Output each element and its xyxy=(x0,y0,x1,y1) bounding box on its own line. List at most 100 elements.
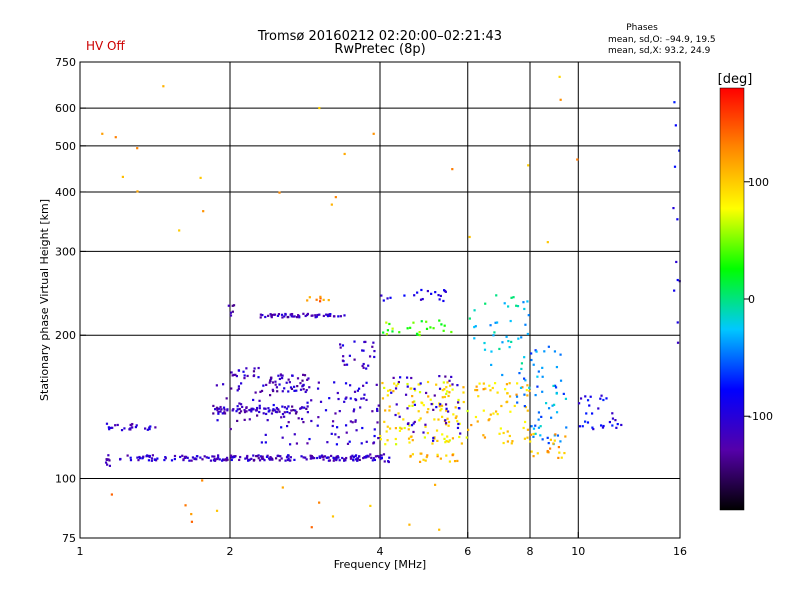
data-point xyxy=(376,421,379,424)
data-point xyxy=(286,458,289,462)
data-point xyxy=(437,418,440,421)
data-point xyxy=(331,515,335,518)
data-point xyxy=(302,373,305,376)
data-point xyxy=(262,412,265,415)
data-point xyxy=(602,398,605,402)
data-point xyxy=(239,403,243,406)
data-point xyxy=(274,410,278,413)
data-point xyxy=(286,316,289,319)
data-point xyxy=(432,439,435,442)
data-point xyxy=(105,458,108,461)
data-point xyxy=(254,391,257,394)
data-point xyxy=(476,388,479,392)
data-point xyxy=(205,456,208,459)
data-point xyxy=(440,404,444,407)
data-point xyxy=(361,426,364,430)
data-point xyxy=(243,410,247,414)
data-point xyxy=(389,296,392,299)
data-point xyxy=(447,424,450,427)
data-point xyxy=(219,410,222,413)
data-point xyxy=(213,457,216,461)
data-point xyxy=(416,291,419,294)
data-point xyxy=(277,408,280,411)
data-point xyxy=(344,459,347,462)
data-point xyxy=(151,454,154,457)
data-point xyxy=(522,426,525,430)
data-point xyxy=(230,454,233,457)
data-point xyxy=(285,381,288,384)
data-point xyxy=(227,304,230,307)
data-point xyxy=(314,316,317,319)
data-point xyxy=(342,355,345,358)
data-point xyxy=(460,442,463,445)
data-point xyxy=(455,415,458,418)
data-point xyxy=(508,395,512,398)
data-point xyxy=(444,375,447,378)
data-point xyxy=(424,459,427,462)
data-point xyxy=(418,331,421,334)
data-point xyxy=(243,418,246,421)
data-point xyxy=(336,426,339,429)
data-point xyxy=(373,355,376,359)
data-point xyxy=(111,426,114,429)
data-point xyxy=(438,405,441,408)
data-point xyxy=(468,317,471,320)
data-point xyxy=(373,349,376,353)
data-point xyxy=(424,423,427,426)
data-point xyxy=(369,453,372,456)
data-point xyxy=(260,389,264,393)
data-point xyxy=(216,409,219,412)
data-point xyxy=(369,504,372,507)
data-point xyxy=(474,325,477,328)
data-point xyxy=(532,435,535,438)
data-point xyxy=(316,387,320,390)
data-point xyxy=(529,440,532,443)
data-point xyxy=(359,406,362,409)
data-point xyxy=(445,409,448,412)
data-point xyxy=(541,390,544,393)
data-point xyxy=(272,389,275,393)
data-point xyxy=(258,459,262,462)
data-point xyxy=(191,456,195,459)
data-point xyxy=(344,397,347,400)
data-point xyxy=(277,374,280,377)
data-point xyxy=(229,427,232,431)
data-point xyxy=(362,349,365,352)
data-point xyxy=(126,454,129,457)
data-point xyxy=(446,381,449,384)
data-point xyxy=(324,409,328,412)
data-point xyxy=(553,439,556,442)
data-point xyxy=(337,315,340,318)
data-point xyxy=(564,435,567,438)
data-point xyxy=(211,455,214,458)
data-point xyxy=(199,456,202,459)
data-point xyxy=(291,374,294,377)
data-point xyxy=(403,426,406,430)
data-point xyxy=(343,314,346,317)
data-point xyxy=(524,379,527,382)
data-point xyxy=(309,457,312,460)
data-point xyxy=(352,455,355,459)
data-point xyxy=(565,426,568,429)
data-point xyxy=(270,412,274,415)
data-point xyxy=(298,316,301,319)
data-point xyxy=(349,384,352,387)
data-point xyxy=(396,382,400,386)
data-point xyxy=(221,383,225,386)
data-point xyxy=(215,384,218,387)
data-point xyxy=(322,455,325,458)
data-point xyxy=(426,411,429,414)
data-point xyxy=(432,436,435,440)
data-point xyxy=(674,124,677,127)
data-point xyxy=(188,459,191,462)
data-point xyxy=(349,420,352,423)
data-point xyxy=(148,427,151,431)
data-point xyxy=(530,450,533,453)
data-point xyxy=(305,389,308,392)
data-point xyxy=(268,381,271,384)
data-point xyxy=(523,356,526,359)
data-point xyxy=(245,406,248,410)
data-point xyxy=(337,436,340,439)
data-point xyxy=(537,370,540,373)
data-point xyxy=(532,363,535,366)
